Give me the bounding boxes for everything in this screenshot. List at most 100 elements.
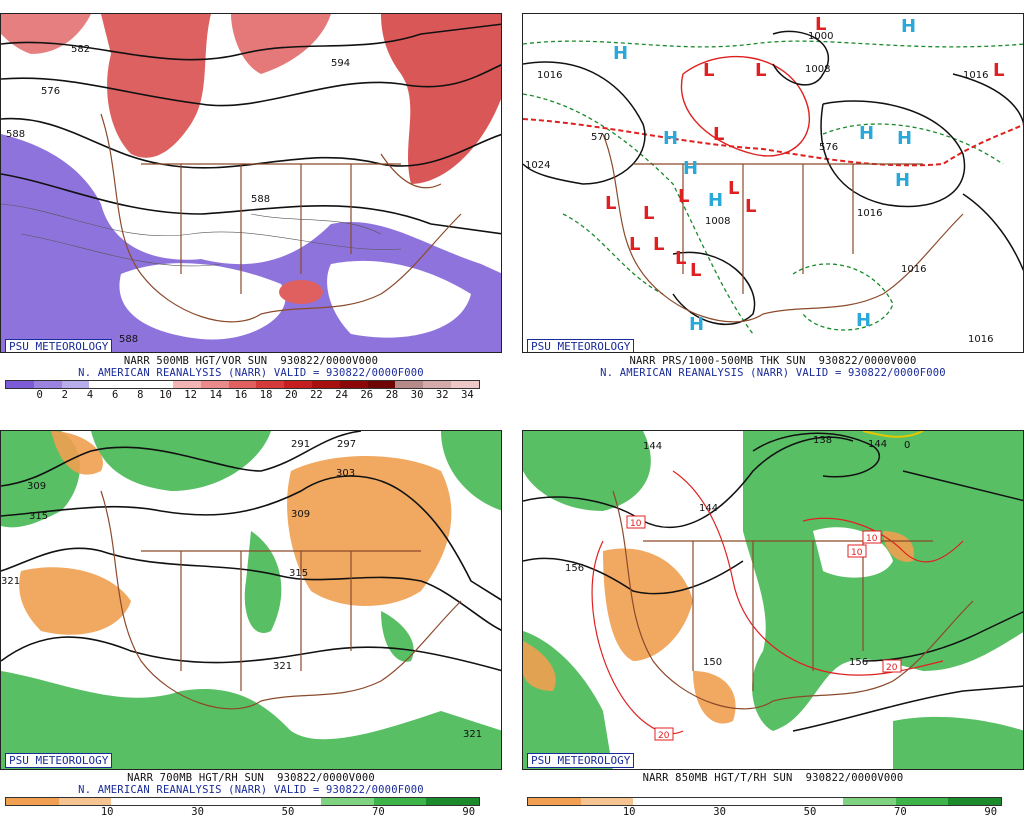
- colorbar-swatch: [339, 381, 368, 388]
- contour-label: 594: [331, 58, 350, 69]
- panel-850mb-temp-rh: 144 138 144 144 156 150 156 0 10 10 10 2…: [522, 430, 1024, 818]
- colorbar-tick-label: 2: [61, 389, 68, 401]
- contour-label: 303: [336, 468, 355, 479]
- rh-moist-area: [91, 431, 271, 491]
- colorbar-swatch: [528, 798, 581, 805]
- contour-label: 315: [289, 568, 308, 579]
- colorbar-swatch: [268, 798, 322, 805]
- colorbar-swatch: [426, 798, 479, 805]
- colorbar-swatch: [61, 381, 90, 388]
- colorbar-swatch: [423, 381, 451, 388]
- colorbar-tick-label: 4: [86, 389, 94, 401]
- colorbar-tick-label: 34: [461, 389, 474, 401]
- colorbar-tick-label: 30: [191, 806, 204, 818]
- contour-label: 321: [273, 661, 292, 672]
- rh850-colorbar: [527, 797, 1002, 806]
- colorbar-swatch: [451, 381, 479, 388]
- high-pressure-symbol: H: [663, 128, 678, 149]
- rh-dry-area: [287, 456, 452, 606]
- rh-dry-area: [19, 567, 131, 635]
- colorbar-swatch: [633, 798, 686, 805]
- colorbar-swatch: [284, 381, 312, 388]
- colorbar-tick-label: 18: [259, 389, 273, 401]
- contour-label: 1016: [968, 334, 993, 345]
- vort-positive-west-coast: [1, 14, 91, 54]
- colorbar-tick-label: 70: [372, 806, 385, 818]
- rh-moist-area: [523, 431, 651, 511]
- contour-label: 297: [337, 439, 356, 450]
- colorbar-tick-label: 6: [111, 389, 119, 401]
- colorbar-tick-label: 8: [137, 389, 144, 401]
- colorbar-tick-label: 50: [803, 806, 817, 818]
- temp-label: 10: [851, 548, 863, 558]
- contour-label: 0: [904, 440, 910, 451]
- rh700-map-graphic: 291 297 303 309 309 315 315 321 321 321: [1, 431, 501, 769]
- colorbar-tick-label: 10: [100, 806, 114, 818]
- high-pressure-symbol: H: [708, 190, 723, 211]
- rh700-colorbar: [5, 797, 480, 806]
- contour-label: 588: [6, 129, 25, 140]
- colorbar-swatch: [843, 798, 896, 805]
- contour-label: 1016: [537, 70, 562, 81]
- high-pressure-symbol: H: [683, 158, 698, 179]
- contour-label: 588: [119, 334, 138, 345]
- contour-label: 144: [643, 441, 662, 452]
- contour-label: 144: [699, 503, 718, 514]
- contour-label: 309: [27, 481, 46, 492]
- rh-moist-area: [441, 431, 501, 511]
- colorbar-tick-label: 16: [234, 389, 248, 401]
- colorbar-tick-label: 28: [385, 389, 399, 401]
- rh-moist-area: [743, 431, 1023, 731]
- colorbar-swatch: [895, 798, 949, 805]
- contour-label: 582: [71, 44, 90, 55]
- contour-label: 570: [591, 132, 610, 143]
- colorbar-tick-label: 14: [209, 389, 223, 401]
- colorbar-tick-label: 32: [435, 389, 449, 401]
- map-valid-caption: N. AMERICAN REANALYSIS (NARR) VALID = 93…: [78, 367, 424, 379]
- colorbar-tick-label: 10: [159, 389, 172, 401]
- contour-label: 576: [819, 142, 838, 153]
- brand-label: PSU METEOROLOGY: [527, 339, 635, 352]
- low-pressure-symbol: L: [815, 14, 826, 35]
- contour-label: 1016: [857, 208, 882, 219]
- high-pressure-symbol: H: [613, 43, 628, 64]
- map-valid-caption: N. AMERICAN REANALYSIS (NARR) VALID = 93…: [78, 784, 424, 796]
- contour-label: 138: [813, 435, 832, 446]
- contour-label: 156: [565, 563, 584, 574]
- low-pressure-symbol: L: [605, 193, 616, 214]
- contour-label: 150: [703, 657, 722, 668]
- low-pressure-symbol: L: [713, 124, 724, 145]
- rh-moist-area: [381, 611, 414, 662]
- low-pressure-symbol: L: [690, 260, 701, 281]
- vort-positive-gulf: [279, 280, 323, 304]
- panel-500mb-vorticity: 582 576 588 588 594 588 PSU METEOROLOGY …: [0, 13, 502, 401]
- colorbar-swatch: [256, 381, 285, 388]
- low-pressure-symbol: L: [993, 60, 1004, 81]
- map-caption: NARR PRS/1000-500MB THK SUN 930822/0000V…: [629, 355, 917, 367]
- vort-positive-west: [101, 14, 211, 158]
- contour-label: 1008: [805, 64, 830, 75]
- brand-label: PSU METEOROLOGY: [527, 753, 635, 768]
- contour-label: 1000: [808, 31, 833, 42]
- colorbar-swatch: [580, 798, 634, 805]
- colorbar-swatch: [145, 381, 173, 388]
- colorbar-tick-label: 26: [360, 389, 374, 401]
- temp-label: 10: [630, 519, 642, 529]
- colorbar-swatch: [367, 381, 396, 388]
- map-500mb: 582 576 588 588 594 588 PSU METEOROLOGY: [0, 13, 502, 353]
- colorbar-swatch: [216, 798, 269, 805]
- pressure-map-graphic: H H H H H H H H H H L L L L L L L L L L: [523, 14, 1023, 345]
- colorbar-swatch: [6, 798, 59, 805]
- colorbar-swatch: [6, 381, 34, 388]
- colorbar-tick-label: 90: [462, 806, 476, 818]
- colorbar-swatch: [58, 798, 112, 805]
- rh-moist-area: [1, 671, 501, 769]
- contour-label: 1008: [705, 216, 730, 227]
- colorbar-swatch: [111, 798, 164, 805]
- temp-label: 10: [866, 534, 878, 544]
- panel-pressure-thickness: H H H H H H H H H H L L L L L L L L L L: [522, 13, 1024, 400]
- map-valid-caption: N. AMERICAN REANALYSIS (NARR) VALID = 93…: [600, 367, 946, 379]
- rh-dry-area: [603, 548, 693, 661]
- low-pressure-symbol: L: [703, 60, 714, 81]
- high-pressure-symbol: H: [901, 16, 916, 37]
